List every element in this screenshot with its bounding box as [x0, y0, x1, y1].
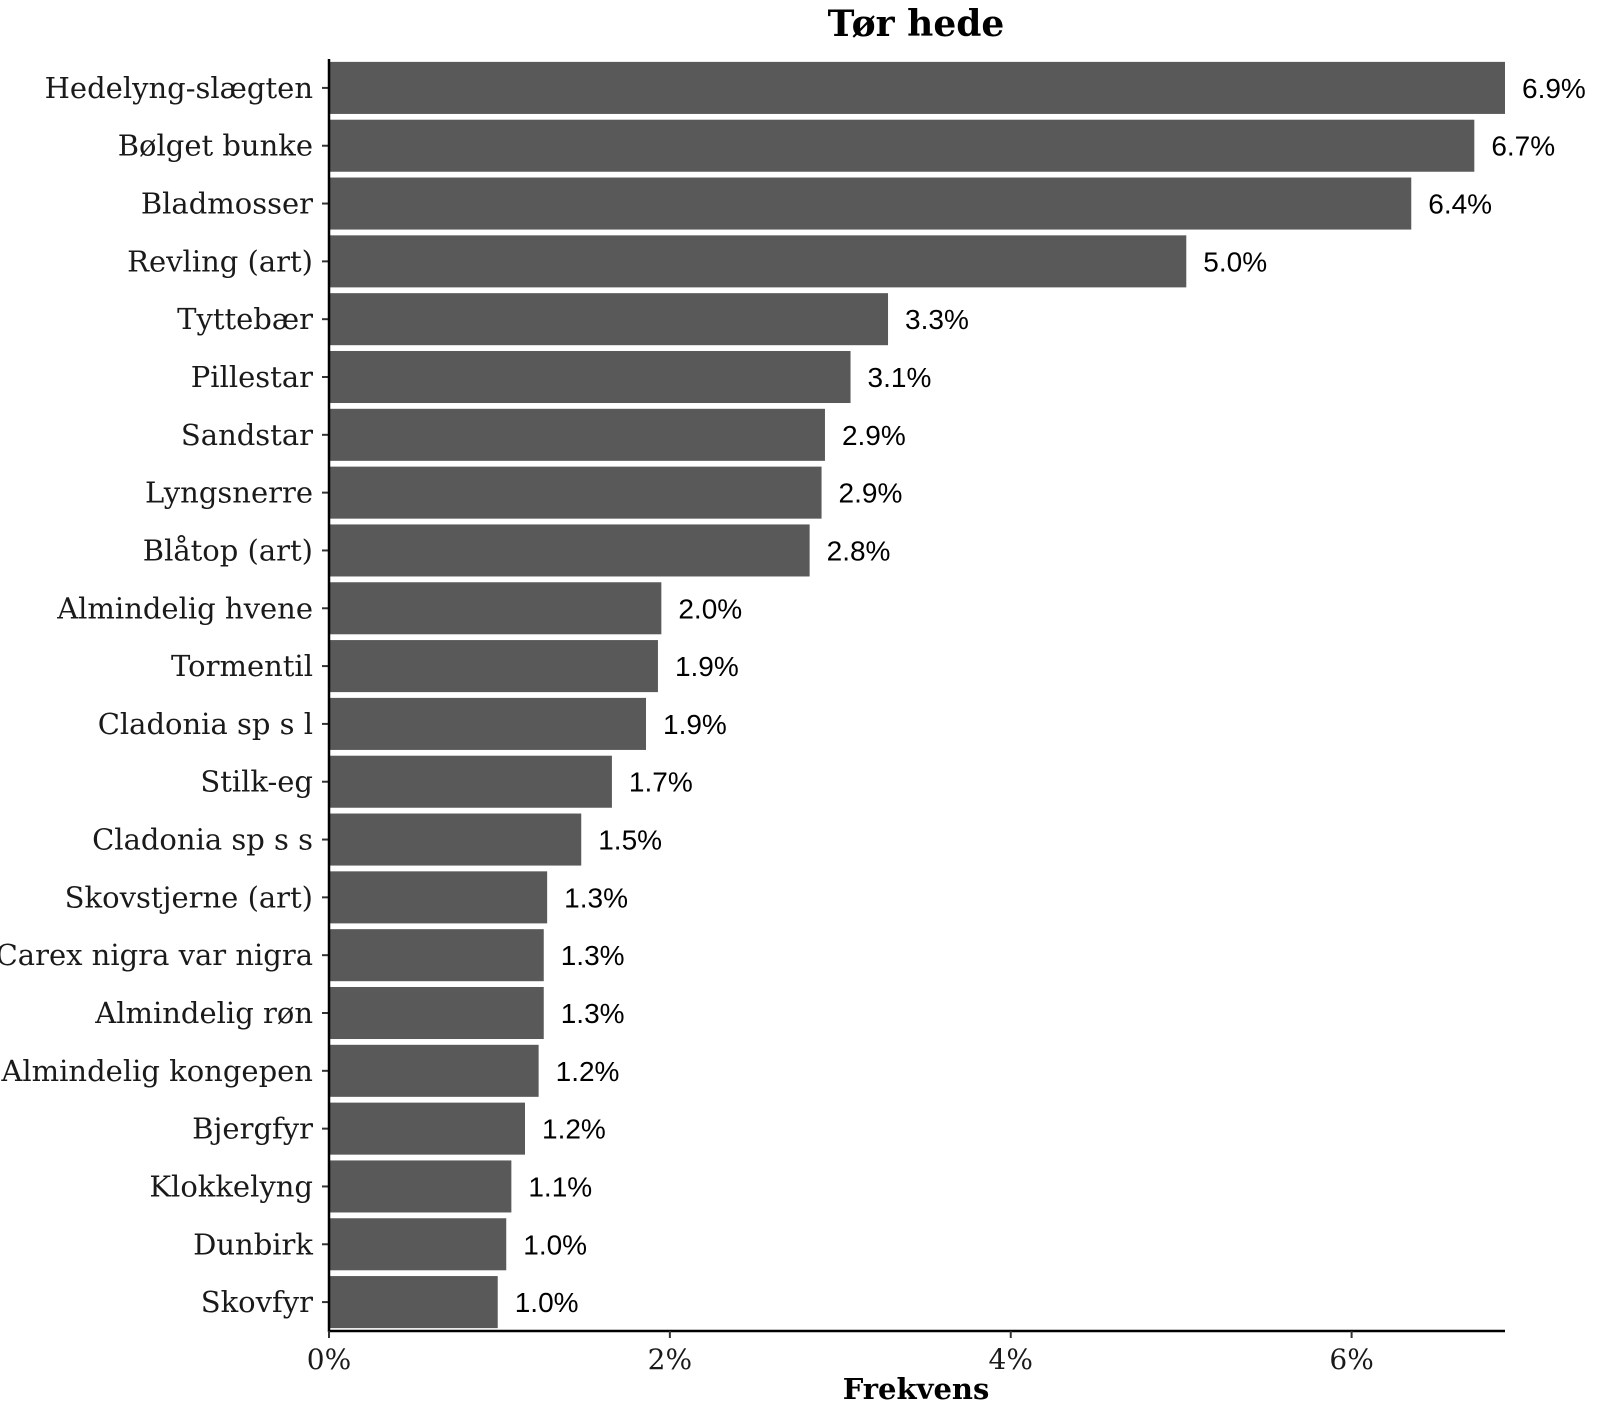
category-label: Skovfyr — [201, 1285, 313, 1319]
x-axis: 0% 2% 4% 6% — [307, 1329, 1505, 1376]
category-label: Revling (art) — [127, 244, 313, 278]
bar — [329, 582, 662, 635]
category-label: Bølget bunke — [118, 129, 313, 163]
bar — [329, 813, 582, 866]
y-axis: Hedelyng-slægten Bølget bunke Bladmosser Re… — [0, 59, 331, 1332]
bar — [329, 466, 822, 519]
x-tick-label: 6% — [1329, 1343, 1373, 1376]
data-label: 2.9% — [842, 420, 906, 451]
bar — [329, 929, 544, 982]
category-label: Stilk-eg — [200, 765, 313, 799]
bar — [329, 177, 1412, 230]
value-labels-group: 6.9% 6.7% 6.4% 5.0% 3.3% 3.1% 2.9% 2.9% 2.8% 2.0%… — [515, 73, 1586, 1318]
data-label: 1.0% — [515, 1287, 579, 1318]
bar — [329, 61, 1505, 114]
data-label: 1.0% — [523, 1229, 587, 1260]
bar — [329, 1044, 539, 1097]
bar — [329, 755, 612, 808]
category-label: Skovstjerne (art) — [65, 880, 313, 914]
category-label: Tyttebær — [177, 302, 313, 336]
data-label: 6.4% — [1428, 189, 1492, 220]
category-label: Dunbirk — [193, 1227, 313, 1261]
data-label: 1.9% — [675, 651, 739, 682]
category-label: Almindelig røn — [94, 996, 313, 1030]
category-label: Bladmosser — [141, 187, 313, 221]
category-label: Almindelig hvene — [56, 591, 313, 625]
category-label: Pillestar — [191, 360, 313, 394]
bar — [329, 1160, 512, 1213]
data-label: 3.1% — [868, 362, 932, 393]
data-label: 1.5% — [598, 825, 662, 856]
category-label: Sandstar — [181, 418, 313, 452]
data-label: 2.8% — [827, 535, 891, 566]
x-tick-label: 4% — [989, 1343, 1033, 1376]
category-label: Klokkelyng — [149, 1169, 313, 1203]
data-label: 6.9% — [1522, 73, 1586, 104]
data-label: 3.3% — [905, 304, 969, 335]
category-label: Cladonia sp s l — [98, 707, 313, 741]
bar — [329, 293, 889, 346]
data-label: 2.0% — [678, 593, 742, 624]
category-label: Cladonia sp s s — [92, 823, 313, 857]
data-label: 1.3% — [561, 940, 625, 971]
data-label: 1.2% — [542, 1114, 606, 1145]
data-label: 6.7% — [1491, 131, 1555, 162]
data-label: 1.1% — [528, 1171, 592, 1202]
bar — [329, 408, 825, 461]
bar — [329, 1102, 525, 1155]
category-label: Hedelyng-slægten — [45, 71, 313, 105]
category-label: Blåtop (art) — [143, 533, 313, 567]
bar — [329, 1276, 498, 1329]
bar — [329, 1218, 507, 1271]
data-label: 1.2% — [556, 1056, 620, 1087]
data-label: 5.0% — [1203, 246, 1267, 277]
bar — [329, 119, 1475, 172]
bar — [329, 235, 1187, 288]
x-tick-label: 0% — [307, 1343, 351, 1376]
bar — [329, 986, 544, 1040]
data-label: 1.3% — [561, 998, 625, 1029]
bar — [329, 640, 658, 693]
bar — [329, 697, 647, 750]
bar — [329, 350, 851, 404]
bar — [329, 871, 548, 924]
category-label: Almindelig kongepen — [0, 1054, 313, 1088]
chart-title: Tør hede — [828, 3, 1005, 45]
data-label: 1.7% — [629, 767, 693, 798]
category-label: Bjergfyr — [192, 1112, 313, 1146]
category-label: Carex nigra var nigra — [0, 938, 313, 972]
x-tick-label: 2% — [648, 1343, 692, 1376]
data-label: 2.9% — [839, 478, 903, 509]
x-axis-title: Frekvens — [843, 1372, 990, 1406]
bars-group — [329, 61, 1505, 1329]
category-label: Lyngsnerre — [145, 476, 313, 510]
data-label: 1.3% — [564, 882, 628, 913]
category-label: Tormentil — [171, 649, 313, 683]
bar — [329, 524, 810, 577]
data-label: 1.9% — [663, 709, 727, 740]
